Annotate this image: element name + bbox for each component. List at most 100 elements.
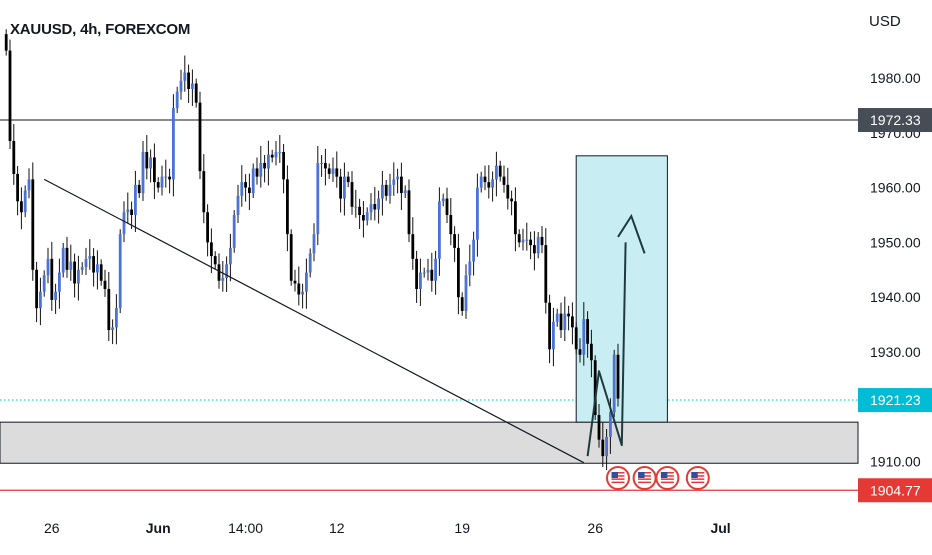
candle-body [343,176,346,199]
candle-body [335,168,339,177]
candle-body [92,256,95,273]
candle-body [50,258,54,300]
candle-body [240,182,244,196]
candle-body [282,151,285,180]
candle-body [403,190,407,194]
candle-body [206,212,209,243]
descending-trendline[interactable] [43,178,585,464]
us-flag-icon[interactable] [655,466,680,490]
candle-body [548,302,551,350]
candle-body [194,83,198,103]
candle-body [308,253,312,273]
candle-body [529,239,532,246]
candle-body [430,269,434,281]
candle-body [42,275,46,292]
candle-body [426,269,430,273]
candle-body [278,151,282,153]
stop-price-badge [858,478,932,503]
time-tick-label: 26 [587,520,603,536]
candle-body [514,201,517,235]
candle-body [350,182,354,207]
candle-body [483,176,487,183]
flag-canton [660,472,668,478]
time-tick-label: 14:00 [228,520,263,536]
candle-body [217,264,221,281]
candle-body [487,182,491,188]
candle-body [476,187,479,240]
candle-body [35,269,38,309]
candle-body [20,201,23,213]
candle-body [232,215,236,248]
time-tick-label: 26 [44,520,60,536]
price-tick-label: 1980.00 [870,70,921,86]
stop-price-label: 1904.77 [870,482,921,498]
candle-body [168,176,171,180]
candle-body [115,308,118,328]
candle-body [460,297,464,311]
candle-body [23,190,27,213]
candle-body [434,258,437,281]
candle-body [274,151,278,158]
candle-body [88,256,92,259]
candle-body [586,319,589,344]
price-tick-label: 1930.00 [870,344,921,360]
resistance-price-label: 1972.33 [870,112,921,128]
candle-body [187,72,190,89]
us-flag-icon[interactable] [685,466,710,490]
candle-body [506,184,510,199]
candle-body [65,247,69,270]
candle-body [593,360,597,416]
candle-body [464,275,468,311]
candle-body [377,198,380,210]
candle-body [381,184,384,199]
candle-body [373,204,377,210]
candle-body [107,288,111,331]
candle-body [103,280,107,289]
demand-zone-rect[interactable] [0,421,859,464]
candle-body [141,151,145,194]
candle-body [16,173,19,202]
drawings [43,178,646,464]
candle-body [502,176,506,185]
candle-body [339,176,342,199]
candle-body [229,247,232,265]
current-price-label: 1921.23 [870,392,921,408]
candle-body [84,258,88,268]
target-box-rect[interactable] [575,155,668,423]
candle-body [251,168,255,194]
resistance-price-badge [858,108,932,133]
candle-body [202,171,206,213]
candle-body [609,412,612,437]
candle-body [552,321,555,350]
projection-arrow[interactable] [586,242,627,457]
candle-body [422,272,426,274]
flag-stripe [660,481,674,484]
candle-body [54,291,57,300]
candle-body [99,264,103,281]
flag-stripe [638,478,652,480]
candle-body [160,176,164,188]
candle-body [164,176,168,178]
time-axis: 26 Jun 14:00 12 19 26 Jul [44,520,731,536]
candle-body [616,354,620,399]
candle-body [286,179,289,235]
candle-body [407,190,411,235]
candle-body [122,212,126,235]
candle-body [126,209,130,213]
candle-body [567,313,570,317]
candle-body [362,215,365,221]
candle-body [210,242,213,257]
candle-body [320,162,323,164]
us-flag-icon[interactable] [606,466,630,490]
candle-body [198,102,202,172]
candle-body [396,176,399,180]
flag-canton [611,472,618,478]
flag-canton [691,472,698,478]
us-flag-icon[interactable] [632,466,657,490]
candle-body [305,272,308,292]
candle-body [259,162,263,177]
candle-body [346,176,350,183]
flag-stripe [660,478,674,480]
